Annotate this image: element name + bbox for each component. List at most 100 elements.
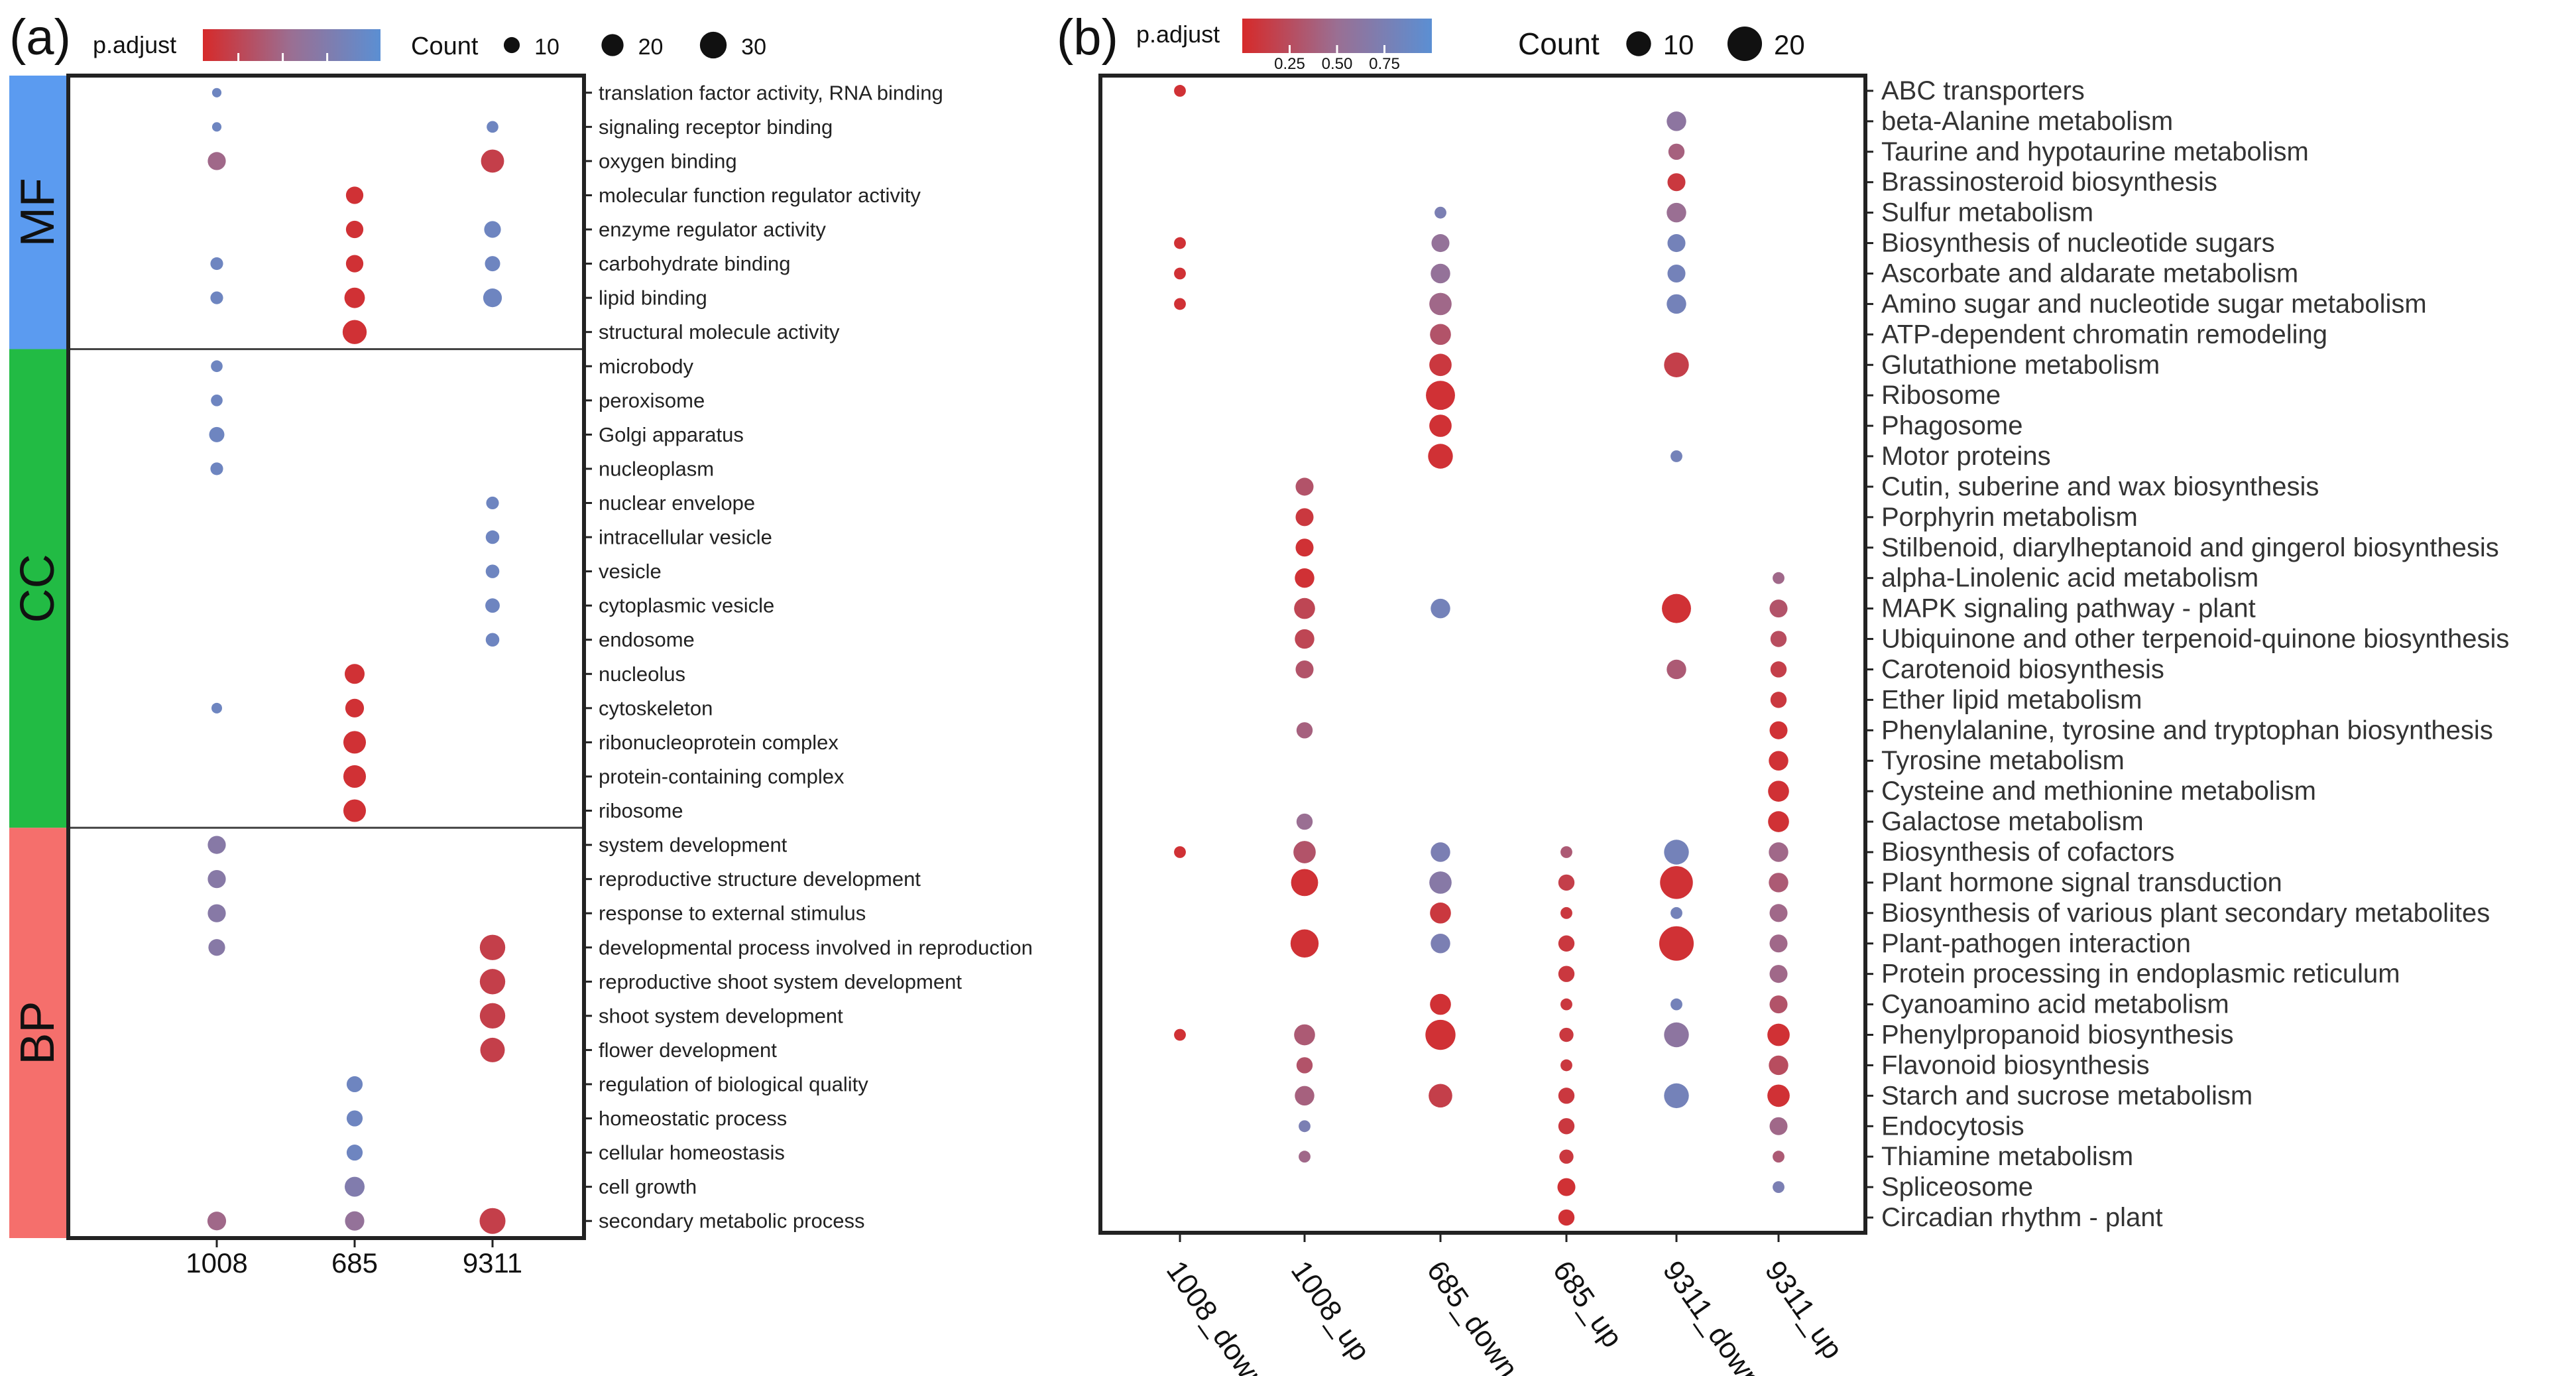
dot [344,287,365,308]
dot [209,426,225,442]
dot [343,731,367,754]
x-label: 9311_up [1759,1255,1849,1365]
dot [210,462,223,475]
group-bar-bp [9,828,66,1238]
dot [485,256,500,272]
x-label: 685_down [1421,1255,1525,1376]
dot [1769,1117,1788,1135]
dot [1174,298,1186,310]
dot [211,360,223,373]
x-label: 1008_up [1285,1255,1376,1367]
dot [345,255,364,273]
dot [346,1076,363,1093]
dot [1429,871,1452,894]
dot [1662,594,1691,623]
dot [1428,444,1453,469]
dot [1294,597,1315,619]
panel-label: (b) [1057,9,1118,66]
dot [1667,659,1686,680]
term-label: translation factor activity, RNA binding [599,81,943,104]
term-label: Flavonoid biosynthesis [1881,1050,2150,1080]
dot [211,122,222,132]
dot [207,152,226,170]
dot [1559,1149,1574,1164]
dot [211,88,222,97]
term-label: Stilbenoid, diarylheptanoid and gingerol… [1881,533,2499,562]
dot [1770,692,1787,708]
dot [1670,450,1682,462]
dot [1296,1057,1313,1074]
dot [1299,1120,1311,1133]
dot [1430,903,1451,924]
dot [1769,599,1788,618]
term-label: cytoskeleton [599,696,713,719]
term-label: Taurine and hypotaurine metabolism [1881,137,2309,166]
dot [479,934,506,960]
term-label: homeostatic process [599,1107,787,1130]
term-label: ATP-dependent chromatin remodeling [1881,320,2327,349]
dot [1294,1024,1315,1046]
term-label: signaling receptor binding [599,115,833,139]
dot [1291,869,1318,897]
term-label: Endocytosis [1881,1111,2024,1141]
term-label: secondary metabolic process [599,1210,864,1233]
term-label: lipid binding [599,286,707,310]
plot-frame [1098,74,1867,1235]
dot [1558,1088,1575,1104]
dot [1295,477,1314,496]
dot [1769,721,1788,739]
dot [1296,813,1313,830]
dot [1769,904,1788,922]
dot [1664,1022,1689,1048]
term-label: Amino sugar and nucleotide sugar metabol… [1881,289,2427,318]
dot [1295,1086,1315,1106]
dot [479,1208,506,1234]
dot [1174,1029,1186,1041]
panel-label: (a) [9,9,71,66]
term-label: beta-Alanine metabolism [1881,107,2173,136]
dot [1174,237,1186,249]
dot [342,320,367,344]
dot [1295,568,1315,588]
size-legend-label: 10 [534,34,559,60]
color-legend-title: p.adjust [93,31,176,58]
dot [1767,1084,1790,1107]
term-label: molecular function regulator activity [599,184,921,207]
term-label: carbohydrate binding [599,252,791,275]
dot [1431,934,1450,954]
dot [483,288,502,308]
size-legend-label: 20 [1774,29,1805,60]
dot [485,530,500,544]
term-label: regulation of biological quality [599,1072,868,1095]
dot [1174,846,1186,858]
dot [1667,264,1686,283]
term-label: Starch and sucrose metabolism [1881,1081,2253,1110]
term-label: vesicle [599,560,662,583]
term-label: Phagosome [1881,411,2022,440]
term-label: Motor proteins [1881,442,2051,471]
dot [1770,661,1787,678]
dot [1769,1055,1788,1076]
dot [346,1145,363,1161]
dot [343,799,367,822]
dot [1560,907,1572,919]
dot [1773,572,1785,584]
size-legend-label: 30 [741,34,766,60]
term-label: flower development [599,1038,777,1062]
dot [487,121,498,133]
dot [208,939,225,956]
dot [1430,324,1451,345]
dot [211,394,223,407]
size-legend-dot [503,36,520,54]
dot [485,564,500,578]
dot [1769,842,1788,862]
term-label: peroxisome [599,389,705,412]
term-label: Phenylpropanoid biosynthesis [1881,1021,2233,1050]
dot [484,221,501,238]
dot [210,257,223,271]
size-legend-label: 10 [1663,29,1694,60]
dot [1670,907,1682,919]
term-label: Sulfur metabolism [1881,198,2093,227]
